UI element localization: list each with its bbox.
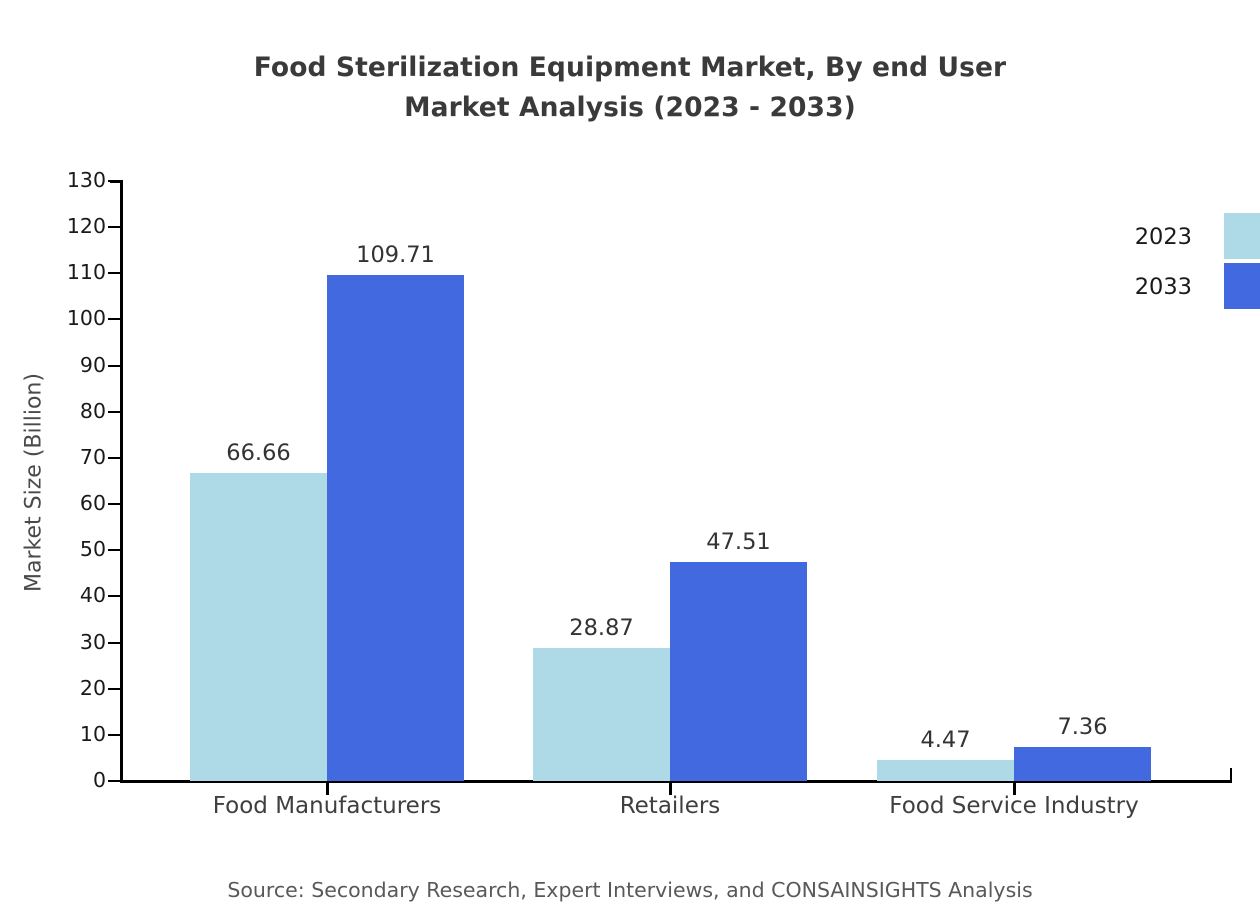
chart-title: Food Sterilization Equipment Market, By …: [0, 48, 1260, 128]
bar-2023-retailers[interactable]: [533, 647, 670, 781]
y-axis-tick-label: 110: [66, 260, 106, 285]
y-axis-tick: [108, 226, 121, 229]
y-axis-tick: [108, 180, 121, 182]
bar-value-label: 66.66: [226, 440, 291, 467]
y-axis-tick: [108, 272, 121, 275]
bar-value-label: 28.87: [569, 614, 634, 641]
bar-value-label: 47.51: [706, 528, 771, 555]
bar-2033-food-manufacturers[interactable]: [327, 274, 464, 781]
x-axis-tick: [1013, 782, 1016, 795]
y-axis-tick: [108, 780, 121, 782]
y-axis-tick-label: 70: [79, 444, 106, 469]
legend-entry-2033[interactable]: 2033: [1100, 262, 1260, 312]
y-axis-title: Market Size (Billion): [21, 373, 47, 592]
x-axis-category-label: Food Service Industry: [889, 793, 1139, 819]
bar-2033-food-service-industry[interactable]: [1014, 747, 1151, 781]
y-axis-tick-label: 10: [79, 721, 106, 746]
y-axis-tick-label: 40: [79, 583, 106, 608]
chart-title-line-1: Food Sterilization Equipment Market, By …: [253, 52, 1007, 83]
y-axis-tick: [108, 687, 121, 690]
legend-swatch-2023: [1224, 213, 1260, 259]
y-axis-tick: [108, 503, 121, 506]
y-axis-tick-label: 120: [66, 214, 106, 239]
y-axis-tick-label: 90: [79, 352, 106, 377]
x-axis-tick: [326, 782, 329, 795]
x-axis-spine: [120, 780, 1232, 783]
y-axis-tick: [108, 318, 121, 321]
y-axis-tick-label: 50: [79, 537, 106, 562]
y-axis-tick: [108, 410, 121, 413]
legend-label-2033: 2033: [1134, 274, 1192, 300]
x-axis-tick: [669, 782, 672, 795]
y-axis-tick: [108, 595, 121, 598]
x-axis-category-label: Retailers: [619, 793, 721, 819]
y-axis-tick-label: 100: [66, 306, 106, 331]
bar-value-label: 109.71: [356, 241, 435, 268]
bar-2033-retailers[interactable]: [670, 561, 807, 781]
y-axis-tick: [108, 549, 121, 552]
y-axis-tick: [108, 641, 121, 644]
bar-value-label: 7.36: [1057, 714, 1108, 741]
legend-entry-2023[interactable]: 2023: [1100, 212, 1260, 262]
chart-legend: 2023 2033: [1100, 212, 1260, 312]
bar-2023-food-manufacturers[interactable]: [190, 473, 327, 781]
y-axis-tick-label: 20: [79, 675, 106, 700]
y-axis-tick-label: 30: [79, 629, 106, 654]
y-axis-spine: [120, 180, 123, 782]
y-axis-tick: [108, 456, 121, 459]
legend-swatch-2033: [1224, 263, 1260, 309]
y-axis-tick-label: 60: [79, 491, 106, 516]
y-axis-tick-label: 130: [66, 168, 106, 192]
y-axis-tick-label: 0: [92, 768, 106, 792]
y-axis-tick: [108, 364, 121, 367]
source-note: Source: Secondary Research, Expert Inter…: [227, 878, 1033, 902]
x-axis-category-label: Food Manufacturers: [212, 793, 442, 819]
y-axis-tick: [108, 733, 121, 736]
x-axis-end-cap: [1229, 768, 1232, 782]
legend-label-2023: 2023: [1134, 224, 1192, 250]
chart-title-line-2: Market Analysis (2023 - 2033): [404, 92, 856, 123]
y-axis-tick-label: 80: [79, 398, 106, 423]
bar-2023-food-service-industry[interactable]: [877, 760, 1014, 781]
bar-value-label: 4.47: [920, 727, 971, 754]
